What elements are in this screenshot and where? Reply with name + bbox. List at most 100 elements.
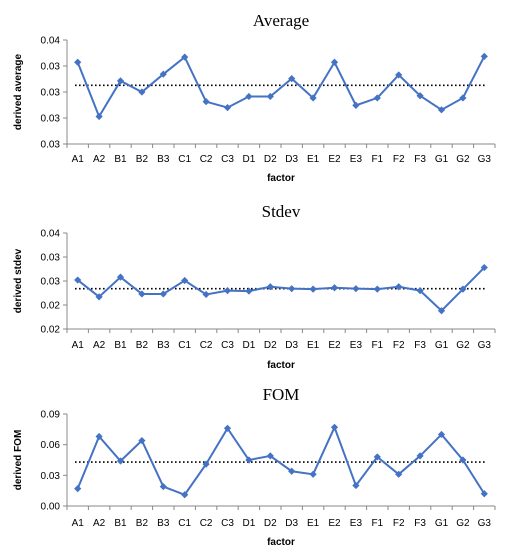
x-tick-label: A2 bbox=[93, 518, 106, 529]
data-point bbox=[245, 92, 253, 101]
x-axis-label: factor bbox=[267, 360, 295, 371]
x-tick-label: G2 bbox=[456, 340, 470, 351]
y-tick-label: 0.00 bbox=[41, 502, 61, 513]
data-point bbox=[266, 92, 274, 101]
data-point bbox=[116, 273, 125, 281]
x-tick-label: D1 bbox=[243, 154, 256, 165]
data-point bbox=[74, 276, 82, 284]
data-point bbox=[95, 432, 103, 441]
x-tick-label: F2 bbox=[393, 340, 405, 351]
data-point bbox=[74, 58, 82, 66]
chart-panel-3: FOM 0.00 0.03 0.06 0.09 A1 A2 B1 B2 B3 C1 C2 C3 D1 D2 D… bbox=[13, 385, 496, 548]
x-axis-label: factor bbox=[267, 173, 295, 184]
data-point bbox=[95, 112, 103, 121]
data-point bbox=[373, 285, 381, 293]
data-point bbox=[373, 94, 381, 102]
data-point bbox=[159, 482, 167, 491]
x-tick-label: B3 bbox=[157, 518, 170, 529]
x-tick-label: A1 bbox=[72, 518, 85, 529]
y-tick-label: 0.04 bbox=[41, 36, 61, 47]
data-point bbox=[459, 94, 467, 102]
x-tick-label: F3 bbox=[414, 340, 426, 351]
x-tick-label: F1 bbox=[371, 154, 383, 165]
data-point bbox=[181, 276, 189, 285]
series-line bbox=[76, 55, 486, 119]
x-tick-label: F1 bbox=[371, 518, 383, 529]
y-tick-label: 0.04 bbox=[41, 229, 61, 240]
chart-panel-1: Average 0.03 0.03 0.03 0.03 0.04 A1 A2 B1 B2 B3 C1 C… bbox=[13, 11, 496, 184]
data-point bbox=[202, 98, 210, 106]
x-tick-label: C1 bbox=[178, 340, 191, 351]
x-tick-label: C2 bbox=[200, 340, 213, 351]
y-axis-label: derived average bbox=[13, 53, 24, 130]
x-tick-label: E1 bbox=[307, 518, 320, 529]
data-point bbox=[266, 283, 274, 291]
y-tick-label: 0.03 bbox=[41, 277, 61, 288]
x-tick-label: E3 bbox=[350, 340, 363, 351]
x-tick-label: D3 bbox=[285, 340, 298, 351]
data-point bbox=[352, 101, 360, 109]
x-tick-label: D2 bbox=[264, 518, 277, 529]
data-point bbox=[138, 290, 146, 298]
data-point bbox=[330, 58, 339, 66]
data-point bbox=[352, 285, 360, 293]
y-tick-label: 0.02 bbox=[41, 301, 61, 312]
y-tick-label: 0.03 bbox=[41, 114, 61, 125]
x-tick-label: C1 bbox=[178, 154, 191, 165]
data-point bbox=[309, 470, 317, 478]
x-tick-label: E2 bbox=[328, 154, 341, 165]
x-tick-label: G2 bbox=[456, 154, 470, 165]
series-line bbox=[76, 424, 486, 496]
x-tick-label: G1 bbox=[435, 154, 449, 165]
data-point bbox=[159, 290, 167, 298]
y-tick-label: 0.03 bbox=[41, 253, 61, 264]
x-tick-label: D2 bbox=[264, 340, 277, 351]
y-tick-label: 0.02 bbox=[41, 325, 61, 336]
x-tick-label: B3 bbox=[157, 154, 170, 165]
chart-title: Average bbox=[253, 11, 309, 30]
data-point bbox=[159, 70, 167, 78]
data-point bbox=[288, 467, 296, 475]
x-tick-label: G1 bbox=[435, 340, 449, 351]
y-tick-label: 0.03 bbox=[41, 62, 61, 73]
x-tick-label: D3 bbox=[285, 154, 298, 165]
y-tick-label: 0.09 bbox=[41, 410, 61, 421]
data-point bbox=[138, 436, 146, 445]
data-point bbox=[437, 106, 446, 114]
data-point bbox=[181, 491, 189, 499]
x-tick-label: C3 bbox=[221, 340, 234, 351]
x-tick-label: A2 bbox=[93, 154, 106, 165]
x-tick-label: D3 bbox=[285, 518, 298, 529]
y-tick-label: 0.06 bbox=[41, 440, 61, 451]
x-tick-label: E2 bbox=[328, 518, 341, 529]
x-tick-label: E2 bbox=[328, 340, 341, 351]
data-point bbox=[395, 470, 403, 478]
data-point bbox=[74, 485, 82, 493]
y-axis-label: derived stdev bbox=[13, 248, 24, 313]
data-point bbox=[223, 287, 232, 295]
data-point bbox=[223, 424, 232, 432]
data-point bbox=[288, 285, 296, 293]
data-point bbox=[437, 307, 446, 315]
data-point bbox=[245, 456, 253, 464]
chart-title: FOM bbox=[263, 385, 300, 404]
x-tick-label: B1 bbox=[114, 518, 127, 529]
data-point bbox=[352, 481, 360, 490]
data-point bbox=[223, 104, 232, 112]
x-tick-label: D1 bbox=[243, 518, 256, 529]
data-point bbox=[480, 490, 488, 498]
x-tick-label: E3 bbox=[350, 154, 363, 165]
x-tick-label: D1 bbox=[243, 340, 256, 351]
data-point bbox=[330, 284, 339, 292]
data-point bbox=[116, 457, 125, 465]
x-tick-label: G3 bbox=[478, 518, 492, 529]
data-point bbox=[480, 52, 488, 60]
data-point bbox=[480, 263, 488, 272]
data-point bbox=[416, 92, 424, 100]
x-tick-label: B1 bbox=[114, 340, 127, 351]
chart-panel-2: Stdev 0.02 0.02 0.03 0.03 0.04 A1 A2 B1 B2 B3 C1 C2 C… bbox=[13, 202, 496, 371]
data-point bbox=[373, 453, 381, 461]
data-point bbox=[459, 285, 467, 293]
x-tick-label: E3 bbox=[350, 518, 363, 529]
x-tick-label: C1 bbox=[178, 518, 191, 529]
